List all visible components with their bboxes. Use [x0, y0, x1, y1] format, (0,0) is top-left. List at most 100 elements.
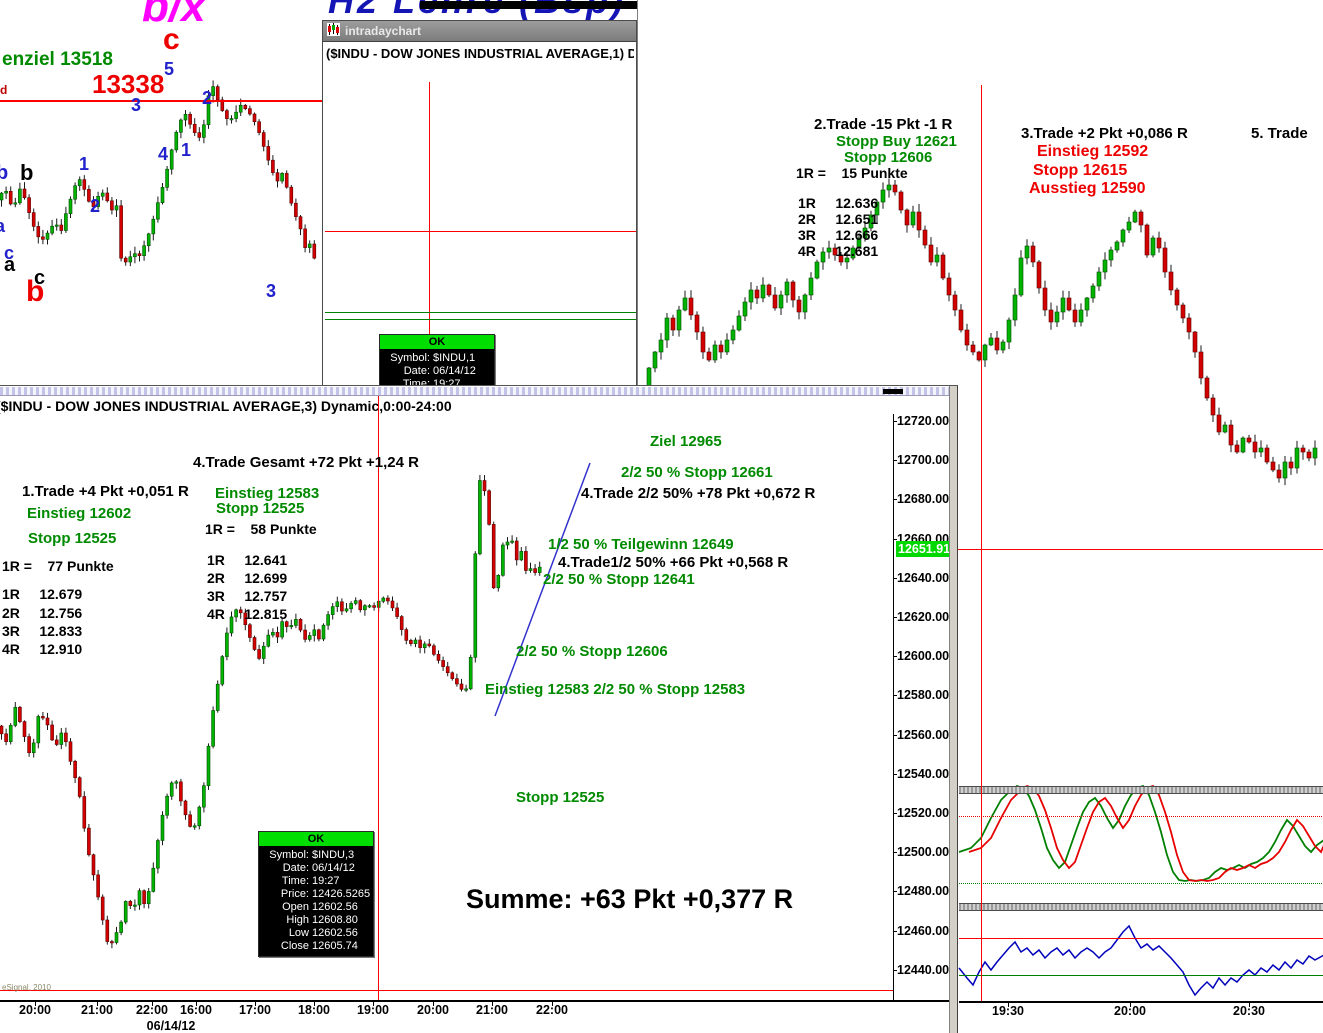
annotation-label: b — [0, 162, 9, 184]
price-tick-label: 12540.00 — [897, 766, 950, 781]
annotation-label: 1R = 58 Punkte — [205, 521, 317, 537]
tooltip-field-label: Symbol: — [269, 849, 309, 861]
annotation-label: 2 — [90, 196, 101, 216]
summary-label: Summe: +63 Pkt +0,377 R — [466, 884, 794, 914]
annotation-label: 2/2 50 % Stopp 12606 — [516, 643, 668, 660]
price-alert-line — [325, 231, 636, 232]
price-axis-line — [893, 414, 894, 1001]
mini-black-bar — [883, 389, 903, 394]
tooltip-field-label: Time: — [281, 875, 309, 887]
tooltip-field-value: 12602.56 — [312, 927, 358, 939]
annotation-label: 2R 12.756 — [2, 605, 83, 621]
price-tick-label: 12720.00 — [897, 414, 950, 428]
annotation-label: Stopp 12525 — [216, 500, 305, 517]
annotation-label: Einstieg 12583 — [215, 485, 320, 502]
price-tick-label: 12680.00 — [897, 492, 950, 507]
window-title: intradaychart — [345, 24, 422, 38]
annotation-label: 3R 12.757 — [207, 588, 288, 604]
wave-title: b/x — [142, 0, 206, 31]
tooltip-field-value: 12608.80 — [312, 914, 358, 926]
price-tick-label: 12440.00 — [897, 962, 950, 977]
time-tick-label: 20:00 — [1114, 1004, 1146, 1018]
window-top-strip[interactable] — [0, 387, 949, 396]
tooltip-field-label: Close — [280, 940, 309, 952]
annotation-label: Stopp 12606 — [844, 149, 933, 166]
momentum-upper-line — [959, 938, 1323, 939]
annotation-label: 2R 12.651 — [798, 211, 879, 227]
momentum-lower-line — [959, 975, 1323, 976]
axis-tick — [552, 1000, 553, 1006]
pane-separator[interactable] — [959, 786, 1323, 794]
annotation-label: 2R 12.699 — [207, 570, 288, 586]
annotation-label: 2 — [202, 88, 213, 108]
trade3-result-label: 3.Trade +2 Pkt +0,086 R — [1021, 125, 1188, 142]
time-tick-label: 20:00 — [19, 1003, 51, 1017]
time-tick-label: 21:00 — [476, 1003, 508, 1017]
crosshair-horizontal-line — [0, 990, 893, 991]
price-tick-label: 12560.00 — [897, 727, 950, 742]
support-line — [325, 319, 636, 320]
annotation-label: d — [0, 83, 8, 97]
tooltip-field-value: 12602.56 — [312, 901, 358, 913]
intraday-plot-area[interactable]: ($INDU - DOW JONES INDUSTRIAL AVERAGE,1)… — [323, 41, 636, 390]
resistance-line — [0, 100, 322, 102]
wave-candlestick-canvas[interactable] — [0, 0, 322, 392]
pane-separator[interactable] — [959, 903, 1323, 911]
main-candlestick-canvas[interactable] — [0, 386, 949, 1033]
time-tick-label: 21:00 — [81, 1003, 113, 1017]
time-tick-label: 19:30 — [992, 1004, 1024, 1018]
price-tick-label: 12620.00 — [897, 610, 950, 624]
annotation-label: c — [34, 267, 46, 289]
axis-tick — [433, 1000, 434, 1006]
tooltip-row: Time: 19:27 — [261, 875, 371, 888]
axis-tick — [893, 773, 897, 775]
axis-tick — [1008, 1001, 1009, 1007]
price-tick-label: 12580.00 — [897, 688, 950, 703]
window-titlebar[interactable]: intradaychart — [323, 21, 636, 41]
tooltip-title: OK — [380, 335, 494, 350]
price-tick-label: 12640.00 — [897, 570, 950, 585]
annotation-label: 4R 12.910 — [2, 641, 83, 657]
axis-tick — [893, 538, 897, 540]
target-label: Ziel 12965 — [650, 433, 722, 450]
axis-tick — [893, 813, 897, 814]
target-label: enziel 13518 — [2, 49, 113, 70]
tooltip-row: Open 12602.56 — [261, 901, 371, 914]
data-tooltip: OK Symbol: $INDU,3 Date: 06/14/12 Time: 19:27… — [258, 831, 374, 957]
axis-tick — [893, 734, 897, 736]
tooltip-field-value: 06/14/12 — [433, 365, 476, 377]
axis-tick — [1130, 1001, 1131, 1007]
axis-tick — [152, 1000, 153, 1006]
annotation-label: Ausstieg 12590 — [1029, 180, 1146, 197]
tooltip-title: OK — [259, 832, 373, 847]
annotation-label: 4 — [158, 144, 169, 164]
annotation-label: 4R 12.681 — [798, 243, 879, 259]
tooltip-field-value: $INDU,1 — [433, 352, 476, 364]
annotation-label: 4.Trade1/2 50% +66 Pkt +0,568 R — [558, 554, 789, 571]
axis-tick — [893, 656, 897, 658]
annotation-label: a — [4, 254, 16, 276]
data-tooltip: OK Symbol: $INDU,1 Date: 06/14/12 Time: 19:27… — [379, 334, 495, 390]
annotation-label: Stopp 12525 — [28, 530, 117, 547]
right-candlestick-canvas[interactable] — [638, 0, 1323, 1033]
axis-tick — [373, 1000, 374, 1006]
tooltip-field-value: 06/14/12 — [312, 862, 355, 874]
annotation-label: 3R 12.666 — [798, 227, 879, 243]
tooltip-field-label: Symbol: — [390, 352, 430, 364]
tooltip-field-value: 19:27 — [433, 378, 461, 390]
axis-tick — [492, 1000, 493, 1006]
trade4-total-label: 4.Trade Gesamt +72 Pkt +1,24 R — [193, 454, 419, 471]
tooltip-field-label: High — [286, 914, 309, 926]
tooltip-rows: Symbol: $INDU,3 Date: 06/14/12 Time: 19:27 Pri… — [259, 847, 373, 956]
annotation-label: 5 — [164, 59, 175, 79]
axis-tick — [893, 852, 897, 854]
tooltip-row: Low 12602.56 — [261, 927, 371, 940]
tooltip-field-label: Date: — [282, 862, 309, 874]
tooltip-field-label: Price: — [280, 888, 309, 900]
price-tick-label: 12600.00 — [897, 649, 950, 664]
tooltip-field-value: 12605.74 — [312, 940, 358, 952]
tooltip-field-label: Low — [288, 927, 309, 939]
tooltip-rows: Symbol:$INDU,1Date:06/14/12Time:19:27Pri… — [380, 350, 494, 390]
time-tick-label: 19:00 — [357, 1003, 389, 1017]
